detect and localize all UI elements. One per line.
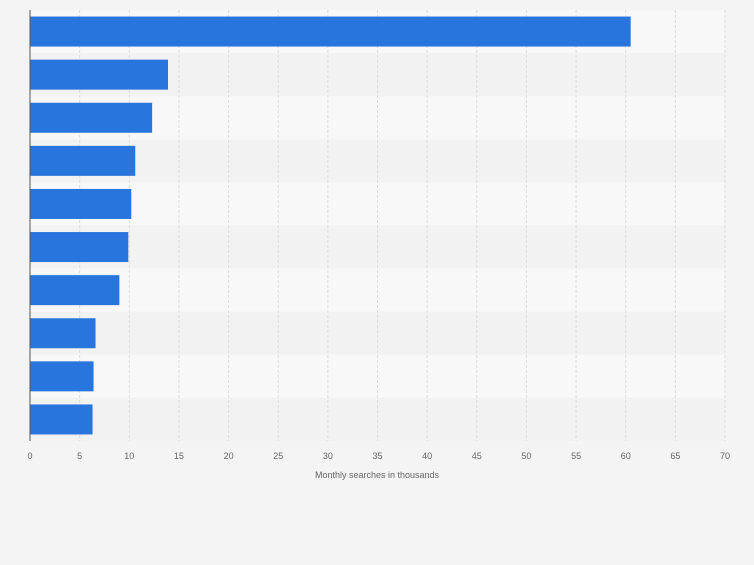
bar[interactable]	[30, 361, 94, 392]
row-band	[30, 182, 725, 226]
x-tick-label: 55	[571, 451, 581, 461]
x-tick-label: 50	[521, 451, 531, 461]
bar[interactable]	[30, 318, 96, 349]
bars	[30, 16, 631, 435]
x-tick-label: 5	[77, 451, 82, 461]
x-tick-label: 70	[720, 451, 730, 461]
row-band	[30, 397, 725, 441]
x-tick-label: 30	[323, 451, 333, 461]
bar[interactable]	[30, 188, 132, 219]
x-tick-label: 0	[27, 451, 32, 461]
bar[interactable]	[30, 145, 136, 176]
x-tick-label: 20	[224, 451, 234, 461]
x-tick-label: 40	[422, 451, 432, 461]
x-tick-label: 15	[174, 451, 184, 461]
bar[interactable]	[30, 16, 631, 47]
row-band	[30, 311, 725, 355]
bar[interactable]	[30, 102, 153, 133]
x-tick-label: 25	[273, 451, 283, 461]
x-tick-label: 65	[670, 451, 680, 461]
bar[interactable]	[30, 59, 169, 90]
x-tick-label: 35	[372, 451, 382, 461]
bar[interactable]	[30, 275, 120, 306]
bar[interactable]	[30, 404, 93, 435]
x-tick-label: 10	[124, 451, 134, 461]
x-tick-label: 45	[472, 451, 482, 461]
gridlines	[79, 10, 726, 441]
bar[interactable]	[30, 232, 129, 263]
x-tick-labels: 0 5 10 15 20 25 30 35 40 45 50 55 60 65 70	[27, 451, 730, 461]
x-tick-label: 60	[621, 451, 631, 461]
x-axis-label: Monthly searches in thousands	[315, 470, 440, 480]
